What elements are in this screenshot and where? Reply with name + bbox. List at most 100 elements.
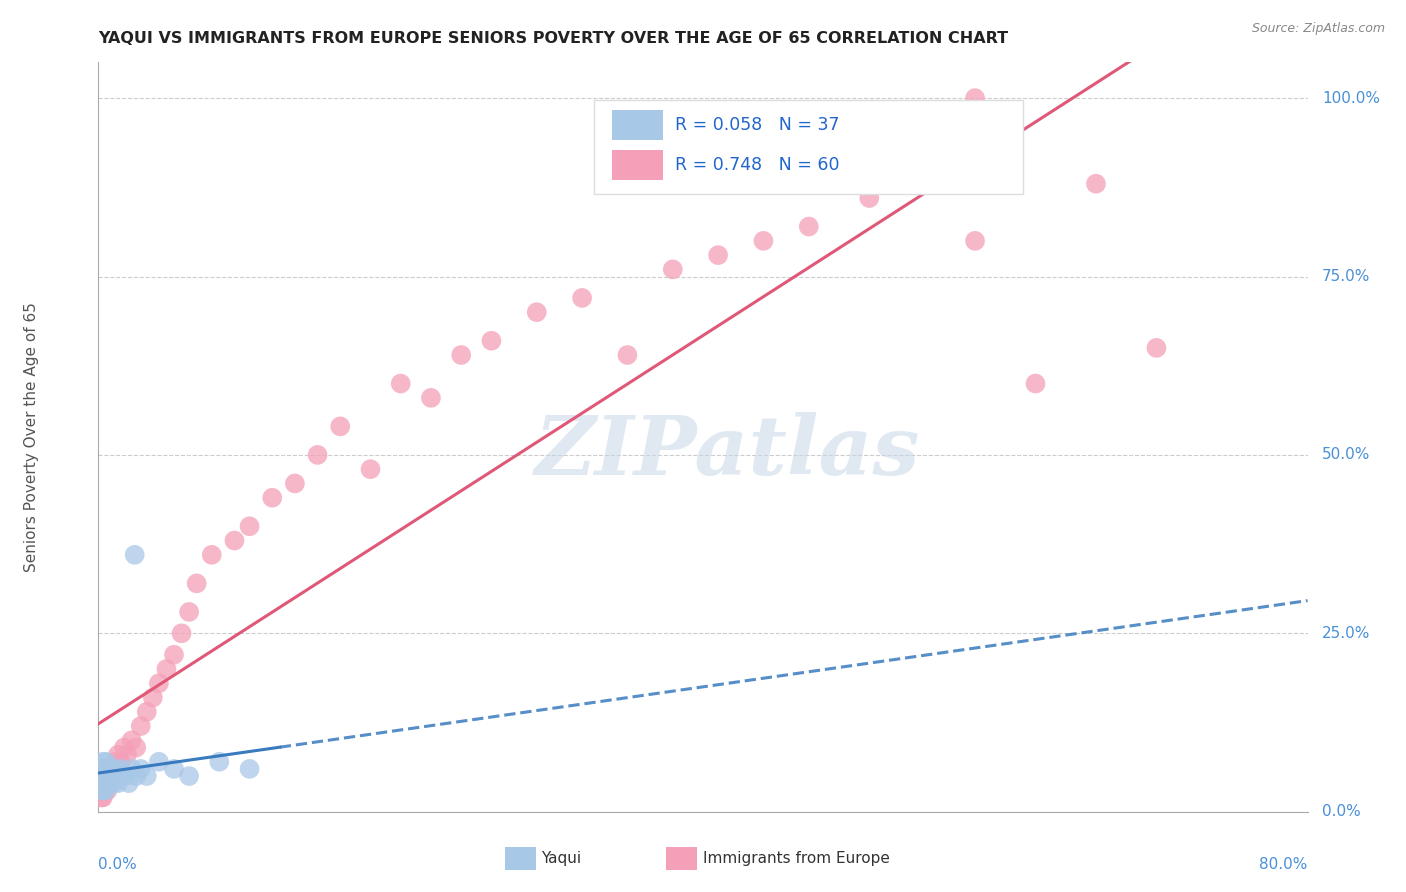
Text: 100.0%: 100.0% (1322, 91, 1381, 105)
Point (89, 769, 111, 783)
Point (105, 762, 128, 776)
Point (284, 476, 307, 491)
Point (201, 548, 224, 562)
Point (93, 769, 115, 783)
Point (100, 762, 122, 776)
Point (90, 790, 112, 805)
Point (129, 719, 152, 733)
Point (797, 219, 820, 234)
Point (163, 762, 186, 776)
Point (94, 755, 117, 769)
Point (107, 747, 129, 762)
Point (129, 762, 152, 776)
Text: ZIPatlas: ZIPatlas (534, 412, 920, 492)
Point (616, 348, 638, 362)
Text: 80.0%: 80.0% (1260, 856, 1308, 871)
Point (91, 783, 114, 797)
Point (526, 305, 548, 319)
Point (481, 334, 503, 348)
Point (420, 391, 443, 405)
Text: R = 0.058   N = 37: R = 0.058 N = 37 (675, 116, 839, 134)
Point (224, 533, 246, 548)
Point (90, 783, 112, 797)
Point (115, 747, 138, 762)
Point (124, 548, 146, 562)
Point (121, 733, 143, 747)
Text: Seniors Poverty Over the Age of 65: Seniors Poverty Over the Age of 65 (24, 302, 39, 572)
Point (114, 769, 136, 783)
Point (752, 234, 775, 248)
Point (163, 648, 186, 662)
Point (103, 769, 125, 783)
Text: YAQUI VS IMMIGRANTS FROM EUROPE SENIORS POVERTY OVER THE AGE OF 65 CORRELATION C: YAQUI VS IMMIGRANTS FROM EUROPE SENIORS … (98, 31, 1008, 46)
Point (94, 776, 117, 790)
Point (107, 776, 129, 790)
Point (125, 740, 148, 755)
Point (121, 762, 143, 776)
Point (89, 776, 111, 790)
Point (89, 783, 111, 797)
Text: 0.0%: 0.0% (98, 856, 138, 871)
Text: Yaqui: Yaqui (541, 851, 582, 865)
Point (98, 769, 121, 783)
Point (98, 769, 121, 783)
Point (307, 448, 329, 462)
Point (112, 740, 135, 755)
Point (360, 462, 382, 476)
Point (1085, 177, 1108, 191)
Point (90, 783, 112, 797)
Point (170, 626, 193, 640)
Point (91, 790, 114, 805)
Point (90, 769, 112, 783)
Point (965, 234, 987, 248)
Point (239, 519, 262, 533)
Point (96, 783, 118, 797)
Point (93, 783, 115, 797)
Point (142, 690, 165, 705)
Text: Immigrants from Europe: Immigrants from Europe (703, 851, 890, 865)
Point (262, 491, 284, 505)
Point (101, 762, 124, 776)
Point (110, 755, 132, 769)
Point (101, 769, 124, 783)
Point (91, 769, 114, 783)
Point (179, 605, 201, 619)
Point (93, 769, 115, 783)
Point (93, 776, 115, 790)
Point (965, 91, 987, 105)
Point (110, 762, 132, 776)
Point (148, 676, 170, 690)
Point (118, 776, 141, 790)
Point (186, 576, 208, 591)
Point (93, 762, 115, 776)
Point (104, 762, 127, 776)
Point (94, 783, 117, 797)
Point (98, 776, 121, 790)
Point (179, 769, 201, 783)
Point (89, 776, 111, 790)
Point (90, 776, 112, 790)
Text: Source: ZipAtlas.com: Source: ZipAtlas.com (1251, 22, 1385, 36)
Point (103, 776, 125, 790)
Point (904, 162, 927, 177)
Point (329, 419, 352, 434)
Point (91, 776, 114, 790)
Point (135, 705, 157, 719)
Point (707, 248, 730, 262)
Point (94, 762, 117, 776)
Point (91, 755, 114, 769)
FancyBboxPatch shape (595, 100, 1024, 194)
Point (91, 762, 114, 776)
Text: 50.0%: 50.0% (1322, 448, 1371, 462)
Point (96, 762, 118, 776)
Text: R = 0.748   N = 60: R = 0.748 N = 60 (675, 156, 839, 174)
Point (389, 376, 412, 391)
Point (94, 769, 117, 783)
Point (104, 755, 127, 769)
Point (661, 262, 683, 277)
Point (571, 291, 593, 305)
Point (105, 769, 128, 783)
Point (239, 762, 262, 776)
Point (1024, 376, 1046, 391)
Text: 75.0%: 75.0% (1322, 269, 1371, 284)
